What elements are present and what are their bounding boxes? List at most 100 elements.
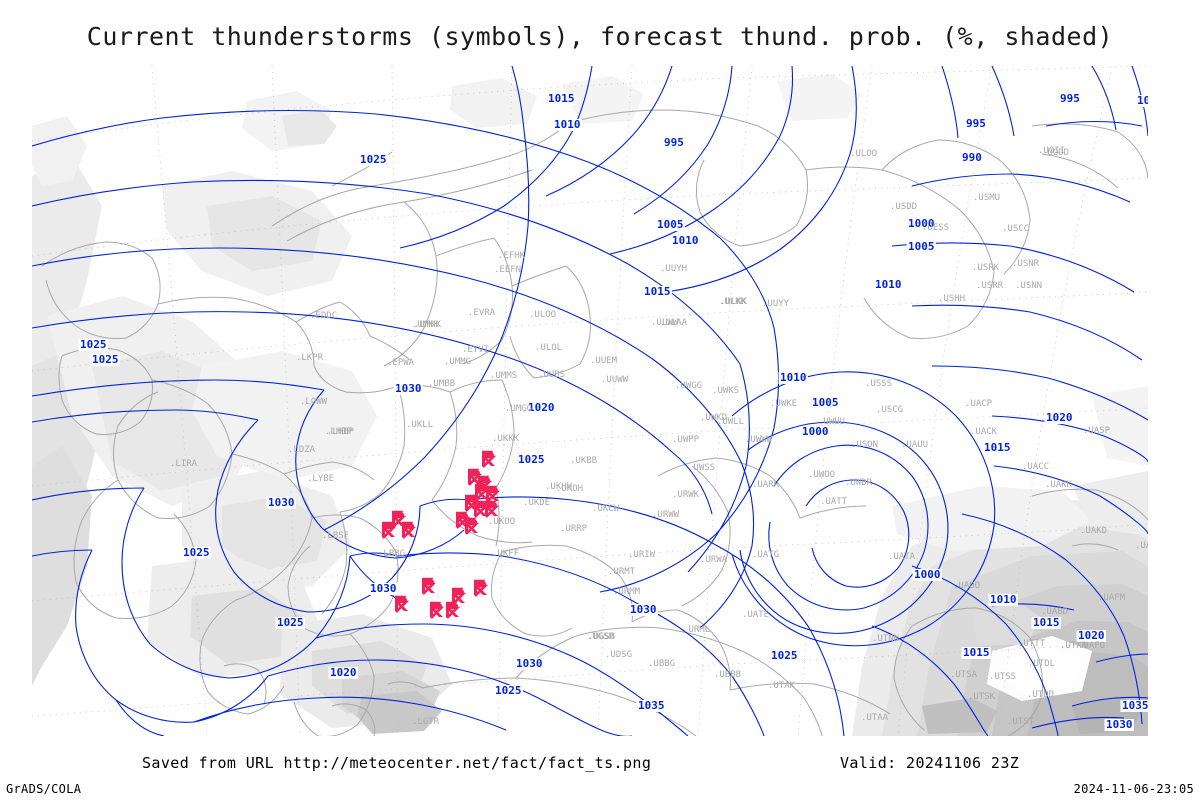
station-label: .UWOO <box>808 470 835 480</box>
isobar-label: 1010 <box>552 118 582 131</box>
thunderstorm-symbol <box>465 517 480 535</box>
station-label: .ULAA <box>660 318 688 328</box>
coastline-layer <box>41 109 1148 736</box>
station-label: .UKLL <box>406 420 433 430</box>
station-label: .ULOL <box>535 343 562 353</box>
page-title: Current thunderstorms (symbols), forecas… <box>86 22 1114 51</box>
station-label: .USRR <box>976 281 1004 291</box>
svg-text:995: 995 <box>664 136 684 149</box>
station-label: .UACP <box>965 399 993 409</box>
station-label: .URMM <box>613 587 641 597</box>
latlon-grid <box>32 66 1148 736</box>
svg-text:1010: 1010 <box>875 278 902 291</box>
thunderstorm-symbol <box>456 511 471 529</box>
station-label: .UWKS <box>712 386 739 396</box>
svg-text:1025: 1025 <box>495 684 522 697</box>
station-label: .UWWW <box>745 435 773 445</box>
station-label: .EFHK <box>498 251 526 261</box>
station-label: .URWA <box>700 555 728 565</box>
svg-text:1005: 1005 <box>1137 94 1148 107</box>
station-label: .UKCW <box>592 504 620 514</box>
station-label: .UWGG <box>675 381 702 391</box>
isobar-label: 1015 <box>1031 616 1061 629</box>
svg-text:1010: 1010 <box>990 593 1017 606</box>
isobar-label: 1035 <box>636 699 666 712</box>
station-label: .UTSA <box>950 670 978 680</box>
station-label: .UUYH <box>660 264 687 274</box>
station-label: .LDZA <box>288 445 316 455</box>
station-label: .UTST <box>1007 717 1035 727</box>
station-label: .UATA <box>888 552 916 562</box>
station-label: .LYBE <box>307 474 334 484</box>
station-label: .EPWA <box>387 358 415 368</box>
thunderstorm-symbol <box>485 500 500 518</box>
station-label: .UMMG <box>444 357 471 367</box>
isobar-label: 1025 <box>358 153 388 166</box>
thunderstorm-symbol <box>382 521 397 539</box>
station-label: .UKOO <box>488 517 515 527</box>
station-label: .UKBB <box>570 456 597 466</box>
svg-text:1000: 1000 <box>802 425 829 438</box>
station-label: .LKPR <box>296 353 324 363</box>
station-label: .UWDR <box>845 478 873 488</box>
isobar-label: 1000 <box>800 425 830 438</box>
station-label: .UOII <box>1038 146 1065 156</box>
svg-text:1010: 1010 <box>780 371 807 384</box>
station-label: .UMMS <box>490 371 517 381</box>
isobar-label: 1025 <box>516 453 546 466</box>
thunderstorm-symbol <box>474 579 489 597</box>
station-label: .UAFM <box>1098 593 1126 603</box>
thunderstorm-symbol <box>474 500 489 518</box>
svg-text:1005: 1005 <box>908 240 935 253</box>
station-labels: .EFHK .EEFN .EVRA .UMKK .EYVI .EPWA .UMMG .UMBB… <box>170 146 1148 727</box>
isobar-label: 995 <box>964 117 988 130</box>
station-label: .UKHH <box>545 482 572 492</box>
isobar-label: 1010 <box>988 593 1018 606</box>
station-label: .URML <box>683 625 710 635</box>
svg-text:1020: 1020 <box>528 401 555 414</box>
station-label: .UMGG <box>505 404 532 414</box>
station-label: .UTSS <box>989 672 1016 682</box>
station-label: .UATT <box>820 497 848 507</box>
station-label: .UKFF <box>492 549 519 559</box>
station-label: .UABD <box>1041 607 1068 617</box>
station-label: .LBBG <box>378 549 405 559</box>
isobar-label: 1030 <box>266 496 296 509</box>
station-label: .UAKK <box>1045 480 1073 490</box>
station-label: .UTDL <box>1028 659 1055 669</box>
isobar-label: 1020 <box>526 401 556 414</box>
station-label: .EYVI <box>462 345 489 355</box>
station-label: .UMKK <box>412 320 440 330</box>
station-label: .UAOO <box>953 581 980 591</box>
station-label: .UKKK <box>492 434 520 444</box>
isobar-label: 1025 <box>90 353 120 366</box>
station-label: .UGSB <box>588 632 615 642</box>
station-label: .UAKK <box>1135 541 1148 551</box>
svg-text:1030: 1030 <box>1106 718 1133 731</box>
svg-text:1015: 1015 <box>963 646 990 659</box>
isobar-label: 990 <box>960 151 984 164</box>
svg-text:1020: 1020 <box>1078 629 1105 642</box>
isobar-label: 1030 <box>1104 718 1134 731</box>
isobar-label: 1015 <box>982 441 1012 454</box>
station-label: .USON <box>851 440 878 450</box>
svg-text:1010: 1010 <box>672 234 699 247</box>
station-label: .ULOO <box>850 149 877 159</box>
isobar-label: 1025 <box>181 546 211 559</box>
station-label: .EEFN <box>494 265 521 275</box>
svg-text:1020: 1020 <box>1046 411 1073 424</box>
isobar-label: 1025 <box>769 649 799 662</box>
station-label: .URWW <box>652 510 680 520</box>
station-label: .USCG <box>876 405 903 415</box>
producer-credit: GrADS/COLA <box>6 782 82 796</box>
map-canvas[interactable]: 1015 1010 1025 995 995 995 1005 990 1005 1010 1000… <box>32 66 1148 736</box>
station-label: .UDSG <box>605 650 632 660</box>
isobar-label: 1025 <box>493 684 523 697</box>
isobar-label: 1025 <box>275 616 305 629</box>
station-label: .UAKD <box>1080 526 1107 536</box>
station-label: .LHBP <box>327 427 355 437</box>
thunderstorm-symbols <box>382 450 501 619</box>
svg-text:1015: 1015 <box>1033 616 1060 629</box>
station-label: .UESS <box>922 223 949 233</box>
thunderstorm-symbol <box>452 587 467 605</box>
